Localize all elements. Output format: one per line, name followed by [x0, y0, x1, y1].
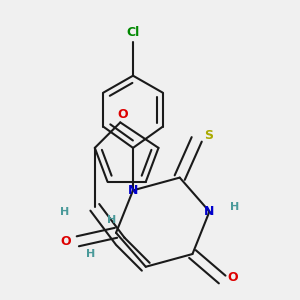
Text: N: N — [128, 184, 138, 197]
Text: O: O — [227, 271, 238, 284]
Text: S: S — [204, 130, 213, 142]
Text: H: H — [61, 207, 70, 217]
Text: H: H — [86, 249, 95, 259]
Text: Cl: Cl — [126, 26, 140, 39]
Text: H: H — [230, 202, 239, 212]
Text: O: O — [117, 108, 128, 121]
Text: O: O — [61, 235, 71, 248]
Text: H: H — [107, 215, 116, 225]
Text: N: N — [204, 205, 214, 218]
